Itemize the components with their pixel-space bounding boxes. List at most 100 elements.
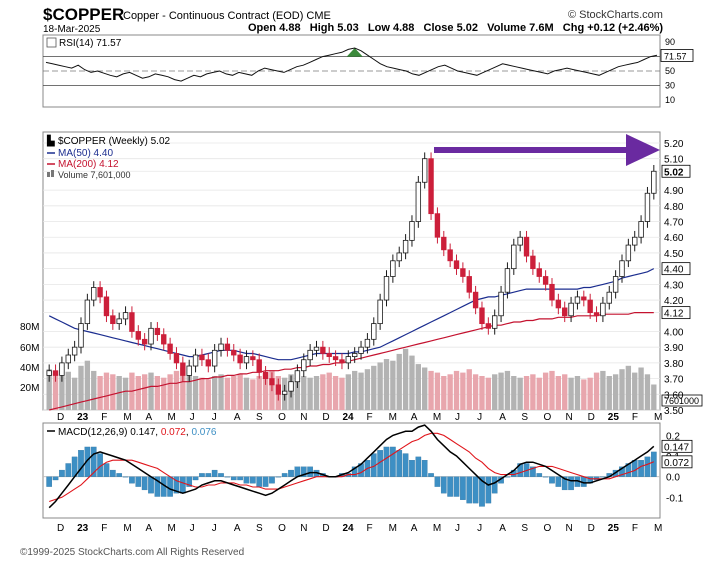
high-label: High [309, 22, 335, 34]
macd-hist-bar [230, 476, 237, 481]
candle-body [59, 362, 65, 376]
price-tick-label: 3.80 [664, 359, 684, 370]
volume-bar [402, 348, 409, 410]
candle-body [364, 338, 371, 348]
candle-body [205, 359, 211, 367]
volume-bar [256, 376, 262, 410]
volume-bar [345, 374, 351, 410]
candle-body [84, 299, 91, 325]
legend-ma200: MA(200) 4.12 [58, 159, 119, 170]
x-tick-label: A [145, 412, 152, 423]
x-tick-label: 25 [608, 523, 620, 534]
low-value: 4.88 [392, 22, 415, 34]
volume-y-axis: 80M 60M 40M 20M 7601000 [20, 322, 703, 407]
volume-value: 7.6M [529, 22, 554, 34]
candle-body [619, 260, 625, 277]
rsi-current-badge: 71.57 [660, 49, 694, 62]
macd-hist-bar [52, 476, 59, 481]
candle [555, 293, 562, 315]
high-value: 5.03 [337, 22, 359, 34]
candle [523, 230, 530, 263]
legend-volume-swatch [47, 172, 50, 177]
candle [256, 353, 262, 379]
candle [568, 296, 574, 323]
candle-body [536, 268, 542, 277]
candle-body [161, 334, 167, 345]
candle-body [339, 359, 345, 364]
volume-bar [167, 374, 173, 410]
macd-hist-bar [638, 460, 644, 477]
candle [447, 243, 453, 268]
x-tick-label: N [566, 412, 573, 423]
x-tick-label: J [190, 412, 195, 423]
candle-body [256, 359, 262, 373]
macd-hist-bar [141, 476, 148, 491]
macd-hist-bar [568, 476, 574, 491]
candle [504, 262, 511, 299]
x-tick-label: S [256, 412, 263, 423]
macd-hist-bar [434, 476, 441, 487]
legend-ma50: MA(50) 4.40 [58, 148, 113, 159]
candle-body [472, 291, 479, 309]
candle [148, 322, 154, 351]
volume-bar [301, 376, 307, 410]
candle [301, 353, 307, 378]
x-tick-label: J [455, 412, 460, 423]
candle [632, 230, 638, 252]
volume-bar [148, 372, 154, 410]
candle-body [447, 249, 453, 262]
macd-tick-label: -0.1 [666, 493, 684, 504]
candle [122, 306, 129, 326]
volume-bar [332, 376, 339, 410]
macd-hist-bar [173, 476, 180, 494]
macd-hist-bar [555, 476, 562, 487]
price-panel: 80M 60M 40M 20M 7601000 5.20 5.105.02 4.90 4.80… [20, 131, 703, 417]
candle-body [281, 390, 288, 395]
x-tick-label: D [57, 412, 64, 423]
volume-bar [141, 374, 148, 410]
macd-hist-bar [262, 476, 269, 487]
open-value: 4.88 [279, 22, 301, 34]
candle-body [148, 327, 154, 345]
macd-hist-bar [186, 476, 193, 487]
macd-tick-box [661, 439, 693, 453]
candle-body [511, 244, 517, 270]
candle [498, 285, 504, 323]
candle-body [625, 244, 632, 262]
candle [205, 353, 211, 373]
macd-hist-bar [46, 476, 53, 487]
volume-bar [593, 372, 600, 410]
rsi-grid [43, 47, 660, 86]
candle-body [129, 312, 135, 332]
candle-body [218, 343, 224, 351]
price-tick-label: 4.30 [664, 280, 684, 291]
macd-signal-line [49, 432, 655, 503]
macd-hist-bar [294, 466, 301, 477]
volume-bar [441, 376, 447, 410]
candle-body [358, 346, 364, 354]
candle-body [434, 213, 441, 238]
candle-body [231, 349, 237, 356]
macd-hist-bar [300, 466, 307, 477]
macd-legend-text: MACD(12,26,9) 0.147, 0.072, 0.076 [58, 427, 217, 438]
price-tick-label: 3.60 [664, 390, 684, 401]
volume-bar [262, 372, 269, 410]
candle-body [237, 354, 243, 364]
legend-volume-swatch-2 [51, 170, 54, 177]
x-tick-label: O [543, 412, 551, 423]
price-tick-label: 4.50 [664, 249, 684, 260]
candle-body [600, 302, 606, 317]
candle-body [345, 356, 352, 364]
candle-body [409, 221, 415, 241]
x-tick-label: S [256, 523, 263, 534]
candle-body [186, 365, 192, 376]
macd-hist-bar [504, 476, 511, 478]
low-label: Low [367, 22, 390, 34]
x-tick-label: 25 [608, 412, 620, 423]
volume-bar [574, 376, 581, 410]
volume-bar [581, 379, 587, 410]
macd-hist-bar [154, 476, 161, 497]
ma200-line [49, 312, 654, 411]
candle [600, 296, 606, 323]
macd-hist-bar [440, 476, 447, 494]
